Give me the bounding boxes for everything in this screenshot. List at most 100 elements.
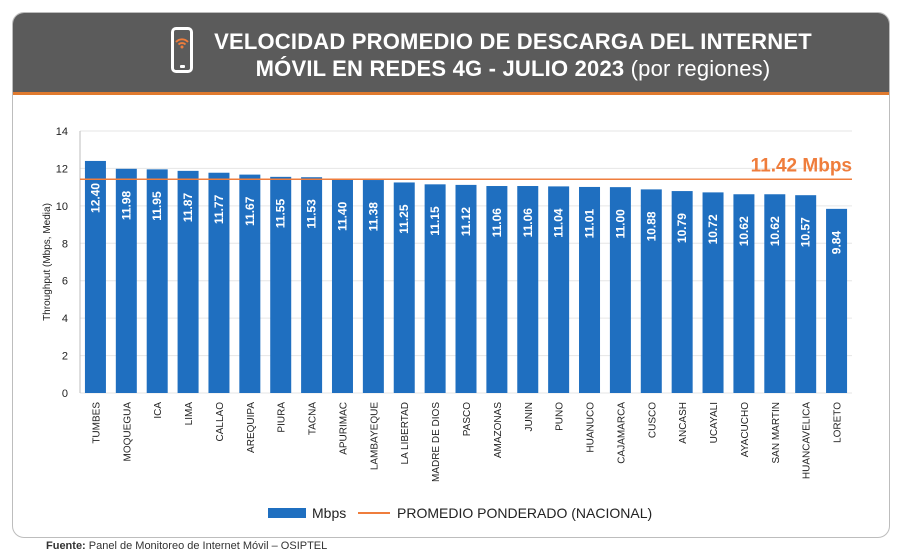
average-line-label: 11.42 Mbps — [751, 155, 852, 176]
bar-value-label: 11.67 — [243, 196, 257, 226]
bar — [208, 172, 230, 393]
header-accent-line — [13, 92, 889, 95]
chart-title: VELOCIDAD PROMEDIO DE DESCARGA DEL INTER… — [203, 28, 823, 82]
bar — [548, 186, 570, 393]
bar — [84, 160, 106, 393]
x-tick-label: ICA — [153, 402, 164, 419]
source-note: Fuente: Panel de Monitoreo de Internet M… — [46, 540, 327, 552]
bar — [795, 195, 817, 393]
bar-value-label: 11.95 — [150, 191, 164, 221]
x-tick-label: HUANCAVELICA — [802, 402, 813, 479]
bar — [455, 184, 477, 393]
x-tick-label: HUANUCO — [586, 402, 597, 453]
title-banner: VELOCIDAD PROMEDIO DE DESCARGA DEL INTER… — [13, 13, 889, 95]
bar — [671, 191, 693, 393]
bar — [609, 187, 631, 393]
x-tick-label: TUMBES — [91, 402, 102, 444]
legend-label-bars: Mbps — [312, 505, 346, 521]
bar-value-label: 11.15 — [428, 206, 442, 236]
bar — [424, 184, 446, 393]
bar — [301, 177, 323, 393]
x-tick-label: MADRE DE DIOS — [431, 402, 442, 482]
bar-value-label: 11.01 — [583, 209, 597, 239]
bar-value-label: 11.55 — [274, 199, 288, 229]
bar-value-label: 11.98 — [119, 190, 133, 220]
bar-value-label: 10.88 — [644, 211, 658, 241]
bar — [486, 186, 508, 393]
bar-value-label: 11.87 — [181, 193, 195, 223]
title-line-2-main: MÓVIL EN REDES 4G - JULIO 2023 — [255, 56, 625, 81]
bar-value-label: 10.62 — [737, 216, 751, 246]
x-tick-label: TACNA — [308, 402, 319, 435]
bar-value-label: 11.25 — [397, 204, 411, 234]
bar-value-label: 11.04 — [552, 208, 566, 238]
bar-value-label: 9.84 — [830, 231, 844, 255]
y-tick-label: 10 — [56, 201, 68, 213]
x-tick-label: AYACUCHO — [740, 402, 751, 457]
bar-value-label: 11.06 — [521, 208, 535, 238]
bar — [702, 192, 724, 393]
x-tick-label: LA LIBERTAD — [400, 402, 411, 464]
title-line-2: MÓVIL EN REDES 4G - JULIO 2023 (por regi… — [203, 55, 823, 82]
bar-value-label: 12.40 — [88, 183, 102, 213]
bar-value-label: 11.38 — [366, 202, 380, 232]
x-tick-label: UCAYALI — [709, 402, 720, 443]
bar — [826, 208, 848, 393]
mobile-wifi-icon — [171, 27, 193, 73]
x-tick-label: CAJAMARCA — [616, 402, 627, 464]
x-tick-label: PUNO — [555, 402, 566, 431]
bar — [177, 170, 199, 393]
x-tick-label: AMAZONAS — [493, 402, 504, 458]
x-tick-label: LAMBAYEQUE — [369, 402, 380, 470]
x-tick-label: PASCO — [462, 402, 473, 436]
bar-value-label: 11.53 — [305, 199, 319, 229]
x-tick-label: CUSCO — [647, 402, 658, 438]
bar — [393, 182, 415, 393]
bar-value-label: 10.57 — [799, 217, 813, 247]
legend-swatch-bars — [268, 508, 306, 518]
title-suffix: (por regiones) — [630, 56, 771, 81]
x-tick-label: APURIMAC — [338, 402, 349, 455]
x-tick-label: CALLAO — [215, 402, 226, 442]
bar-value-label: 10.79 — [675, 213, 689, 243]
bar — [579, 186, 601, 393]
x-tick-label: SAN MARTIN — [771, 402, 782, 464]
y-tick-label: 8 — [62, 238, 68, 250]
bar — [239, 174, 261, 393]
y-tick-label: 2 — [62, 351, 68, 363]
bar — [270, 176, 292, 393]
x-tick-label: LIMA — [184, 402, 195, 426]
bar-value-label: 11.00 — [613, 209, 627, 239]
x-tick-label: ANCASH — [678, 402, 689, 444]
bar — [640, 189, 662, 393]
bar-value-label: 11.77 — [212, 194, 226, 224]
bar — [115, 168, 137, 393]
y-axis-title: Throughput (Mbps, Media) — [42, 203, 53, 321]
y-tick-label: 4 — [62, 313, 68, 325]
x-tick-label: AREQUIPA — [246, 402, 257, 453]
bar — [362, 180, 384, 393]
title-line-1: VELOCIDAD PROMEDIO DE DESCARGA DEL INTER… — [214, 29, 812, 54]
bar-value-label: 11.06 — [490, 208, 504, 238]
bar — [331, 179, 353, 393]
bar — [733, 194, 755, 393]
bar-value-label: 10.72 — [706, 214, 720, 244]
bar-value-label: 11.40 — [335, 201, 349, 231]
x-tick-label: JUNIN — [524, 402, 535, 431]
source-text: Panel de Monitoreo de Internet Móvil – O… — [88, 540, 328, 552]
bar — [764, 194, 786, 393]
x-tick-label: MOQUEGUA — [122, 402, 133, 462]
source-label: Fuente: — [46, 540, 86, 552]
bar-value-label: 11.12 — [459, 207, 473, 237]
y-tick-label: 6 — [62, 276, 68, 288]
y-tick-label: 14 — [56, 126, 68, 138]
x-tick-label: PIURA — [277, 402, 288, 433]
bar-value-label: 10.62 — [768, 216, 782, 246]
x-tick-label: LORETO — [833, 402, 844, 443]
y-tick-label: 12 — [56, 163, 68, 175]
y-tick-label: 0 — [62, 388, 68, 400]
bar — [517, 186, 539, 393]
legend-label-line: PROMEDIO PONDERADO (NACIONAL) — [397, 505, 652, 521]
bar — [146, 169, 168, 393]
